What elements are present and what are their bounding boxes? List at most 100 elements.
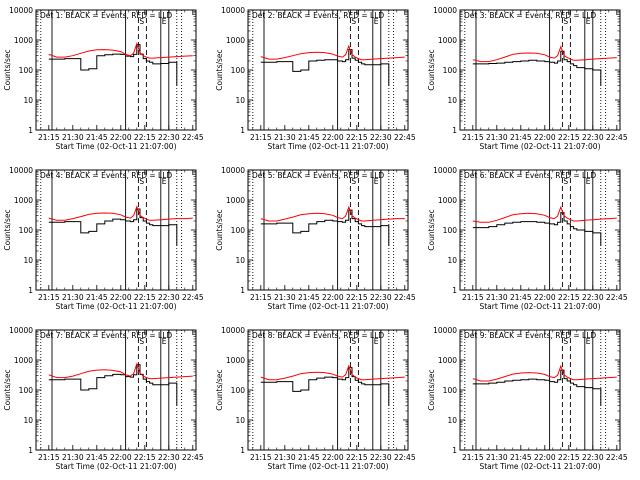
- x-tick-label: 22:45: [394, 453, 416, 462]
- panel-title: Det 2: BLACK = Events, RED = LLD: [252, 11, 384, 20]
- y-tick-label: 10000: [9, 166, 33, 175]
- x-tick-label: 21:45: [298, 293, 320, 302]
- x-tick-label: 21:45: [510, 293, 532, 302]
- panel-title: Det 4: BLACK = Events, RED = LLD: [40, 171, 172, 180]
- y-tick-label: 10: [23, 256, 33, 265]
- interval-marker-label: E: [374, 337, 379, 346]
- y-tick-label: 1000: [438, 356, 457, 365]
- x-tick-label: 22:45: [606, 133, 628, 142]
- series-line-lld: [260, 44, 405, 61]
- y-tick-label: 10000: [9, 326, 33, 335]
- x-tick-label: 21:45: [298, 453, 320, 462]
- x-tick-label: 21:30: [274, 133, 296, 142]
- plot-frame: [247, 329, 409, 451]
- interval-marker-label: S: [139, 17, 144, 26]
- x-tick-label: 21:30: [274, 293, 296, 302]
- x-tick-label: 22:15: [134, 293, 156, 302]
- series-line-events: [48, 364, 178, 406]
- x-tick-label: 22:15: [346, 453, 368, 462]
- x-tick-label: 22:15: [134, 133, 156, 142]
- plot-frame: [459, 329, 621, 451]
- interval-marker-label: S: [139, 177, 144, 186]
- y-tick-label: 10000: [221, 166, 245, 175]
- x-tick-label: 22:00: [322, 133, 344, 142]
- y-tick-label: 100: [19, 66, 34, 75]
- y-tick-label: 10000: [433, 6, 457, 15]
- y-tick-label: 1000: [226, 36, 245, 45]
- x-tick-label: 21:30: [486, 133, 508, 142]
- y-tick-label: 1000: [226, 356, 245, 365]
- x-tick-label: 21:30: [62, 293, 84, 302]
- x-axis-label: Start Time (02-Oct-11 21:07:00): [479, 302, 600, 311]
- x-tick-label: 22:15: [558, 453, 580, 462]
- series-line-events: [260, 209, 390, 246]
- x-tick-label: 22:15: [346, 293, 368, 302]
- y-axis-label: Counts/sec: [215, 209, 224, 250]
- x-tick-label: 22:30: [158, 133, 180, 142]
- interval-marker-label: E: [374, 177, 379, 186]
- panel-title: Det 1: BLACK = Events, RED = LLD: [40, 11, 172, 20]
- y-tick-label: 100: [19, 226, 34, 235]
- y-tick-label: 10000: [221, 326, 245, 335]
- series-line-events: [472, 212, 602, 246]
- x-tick-label: 22:30: [582, 293, 604, 302]
- y-tick-label: 10: [447, 256, 457, 265]
- x-tick-label: 21:45: [298, 133, 320, 142]
- y-tick-label: 10: [235, 416, 245, 425]
- interval-marker-label: S: [139, 337, 144, 346]
- x-tick-label: 22:00: [534, 293, 556, 302]
- x-tick-label: 21:15: [250, 453, 272, 462]
- y-tick-label: 1: [452, 446, 457, 455]
- series-line-events: [260, 367, 390, 406]
- interval-marker-label: E: [162, 177, 167, 186]
- y-axis-label: Counts/sec: [427, 49, 436, 90]
- plot-frame: [35, 9, 197, 131]
- series-line-events: [260, 49, 390, 86]
- y-axis-label: Counts/sec: [3, 49, 12, 90]
- y-axis-label: Counts/sec: [427, 209, 436, 250]
- x-tick-label: 21:30: [486, 453, 508, 462]
- x-tick-label: 21:15: [462, 293, 484, 302]
- plot-frame: [459, 169, 621, 291]
- plot-frame: [247, 169, 409, 291]
- x-tick-label: 22:45: [182, 453, 204, 462]
- x-tick-label: 21:15: [38, 133, 60, 142]
- x-tick-label: 22:15: [558, 133, 580, 142]
- panel-title: Det 6: BLACK = Events, RED = LLD: [464, 171, 596, 180]
- interval-marker-label: E: [374, 17, 379, 26]
- plot-frame: [247, 9, 409, 131]
- x-tick-label: 21:30: [486, 293, 508, 302]
- series-line-lld: [472, 205, 617, 223]
- series-line-events: [472, 369, 602, 406]
- x-tick-label: 22:15: [134, 453, 156, 462]
- panel-title: Det 3: BLACK = Events, RED = LLD: [464, 11, 596, 20]
- panel-title: Det 8: BLACK = Events, RED = LLD: [252, 331, 384, 340]
- x-tick-label: 22:00: [110, 133, 132, 142]
- y-tick-label: 100: [231, 226, 246, 235]
- y-axis-label: Counts/sec: [3, 209, 12, 250]
- interval-marker-label: S: [351, 17, 356, 26]
- series-line-lld: [48, 205, 193, 221]
- x-tick-label: 21:15: [462, 133, 484, 142]
- interval-marker-label: S: [563, 337, 568, 346]
- series-line-lld: [472, 364, 617, 382]
- y-tick-label: 10: [447, 416, 457, 425]
- y-axis-label: Counts/sec: [427, 369, 436, 410]
- x-axis-label: Start Time (02-Oct-11 21:07:00): [479, 462, 600, 471]
- x-tick-label: 22:00: [110, 293, 132, 302]
- y-tick-label: 100: [443, 66, 458, 75]
- x-tick-label: 21:45: [510, 133, 532, 142]
- interval-marker-label: E: [586, 17, 591, 26]
- interval-marker-label: S: [563, 177, 568, 186]
- x-tick-label: 22:30: [370, 453, 392, 462]
- x-tick-label: 21:15: [38, 453, 60, 462]
- x-tick-label: 21:45: [86, 293, 108, 302]
- y-axis-label: Counts/sec: [3, 369, 12, 410]
- x-tick-label: 22:30: [370, 133, 392, 142]
